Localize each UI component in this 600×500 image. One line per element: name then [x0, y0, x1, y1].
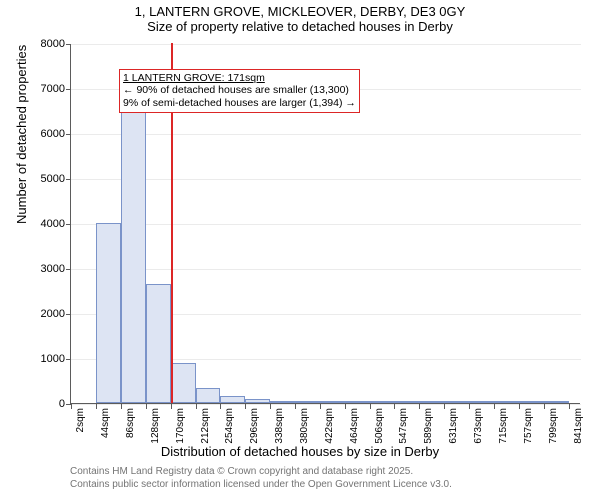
xtick-mark	[419, 404, 420, 409]
histogram-bar	[270, 401, 295, 403]
gridline	[71, 44, 581, 45]
footer-line-2: Contains public sector information licen…	[70, 479, 452, 492]
histogram-bar	[196, 388, 221, 403]
histogram-bar	[171, 363, 196, 404]
xtick-mark	[494, 404, 495, 409]
xtick-mark	[220, 404, 221, 409]
ytick-label: 2000	[15, 308, 65, 320]
ytick-label: 1000	[15, 353, 65, 365]
x-axis-label: Distribution of detached houses by size …	[0, 444, 600, 459]
chart-footer: Contains HM Land Registry data © Crown c…	[70, 466, 452, 491]
xtick-mark	[270, 404, 271, 409]
histogram-bar	[96, 223, 121, 403]
ytick-mark	[66, 134, 71, 135]
xtick-mark	[171, 404, 172, 409]
histogram-bar	[469, 401, 494, 403]
xtick-mark	[469, 404, 470, 409]
gridline	[71, 224, 581, 225]
annotation-line: 1 LANTERN GROVE: 171sqm	[123, 72, 356, 85]
histogram-bar	[245, 399, 270, 403]
xtick-mark	[71, 404, 72, 409]
ytick-mark	[66, 224, 71, 225]
gridline	[71, 134, 581, 135]
ytick-label: 5000	[15, 173, 65, 185]
gridline	[71, 404, 581, 405]
xtick-mark	[394, 404, 395, 409]
annotation-line: 9% of semi-detached houses are larger (1…	[123, 97, 356, 110]
histogram-bar	[444, 401, 469, 403]
histogram-bar	[494, 401, 519, 403]
plot-area: 0100020003000400050006000700080002sqm44s…	[70, 44, 580, 404]
ytick-label: 8000	[15, 38, 65, 50]
ytick-mark	[66, 359, 71, 360]
xtick-mark	[295, 404, 296, 409]
histogram-bar	[345, 401, 370, 403]
xtick-mark	[96, 404, 97, 409]
title-line-1: 1, LANTERN GROVE, MICKLEOVER, DERBY, DE3…	[0, 4, 600, 19]
ytick-mark	[66, 179, 71, 180]
histogram-bar	[519, 401, 544, 403]
xtick-mark	[444, 404, 445, 409]
ytick-label: 4000	[15, 218, 65, 230]
ytick-label: 0	[15, 398, 65, 410]
xtick-mark	[345, 404, 346, 409]
xtick-mark	[544, 404, 545, 409]
histogram-bar	[146, 284, 171, 403]
histogram-bar	[394, 401, 419, 403]
histogram-bar	[370, 401, 395, 403]
footer-line-1: Contains HM Land Registry data © Crown c…	[70, 466, 452, 479]
ytick-label: 3000	[15, 263, 65, 275]
histogram-bar	[295, 401, 320, 403]
ytick-mark	[66, 269, 71, 270]
xtick-mark	[121, 404, 122, 409]
ytick-label: 7000	[15, 83, 65, 95]
ytick-mark	[66, 89, 71, 90]
xtick-mark	[196, 404, 197, 409]
ytick-mark	[66, 44, 71, 45]
annotation-box: 1 LANTERN GROVE: 171sqm← 90% of detached…	[119, 69, 360, 113]
xtick-mark	[370, 404, 371, 409]
histogram-bar	[320, 401, 345, 403]
xtick-mark	[320, 404, 321, 409]
title-line-2: Size of property relative to detached ho…	[0, 19, 600, 34]
gridline	[71, 179, 581, 180]
histogram-bar	[121, 106, 146, 403]
gridline	[71, 269, 581, 270]
xtick-mark	[245, 404, 246, 409]
histogram-bar	[419, 401, 444, 403]
ytick-mark	[66, 314, 71, 315]
histogram-bar	[220, 396, 245, 403]
ytick-label: 6000	[15, 128, 65, 140]
xtick-mark	[146, 404, 147, 409]
xtick-mark	[519, 404, 520, 409]
annotation-line: ← 90% of detached houses are smaller (13…	[123, 84, 356, 97]
xtick-mark	[569, 404, 570, 409]
histogram-bar	[544, 401, 569, 403]
chart-title: 1, LANTERN GROVE, MICKLEOVER, DERBY, DE3…	[0, 4, 600, 34]
